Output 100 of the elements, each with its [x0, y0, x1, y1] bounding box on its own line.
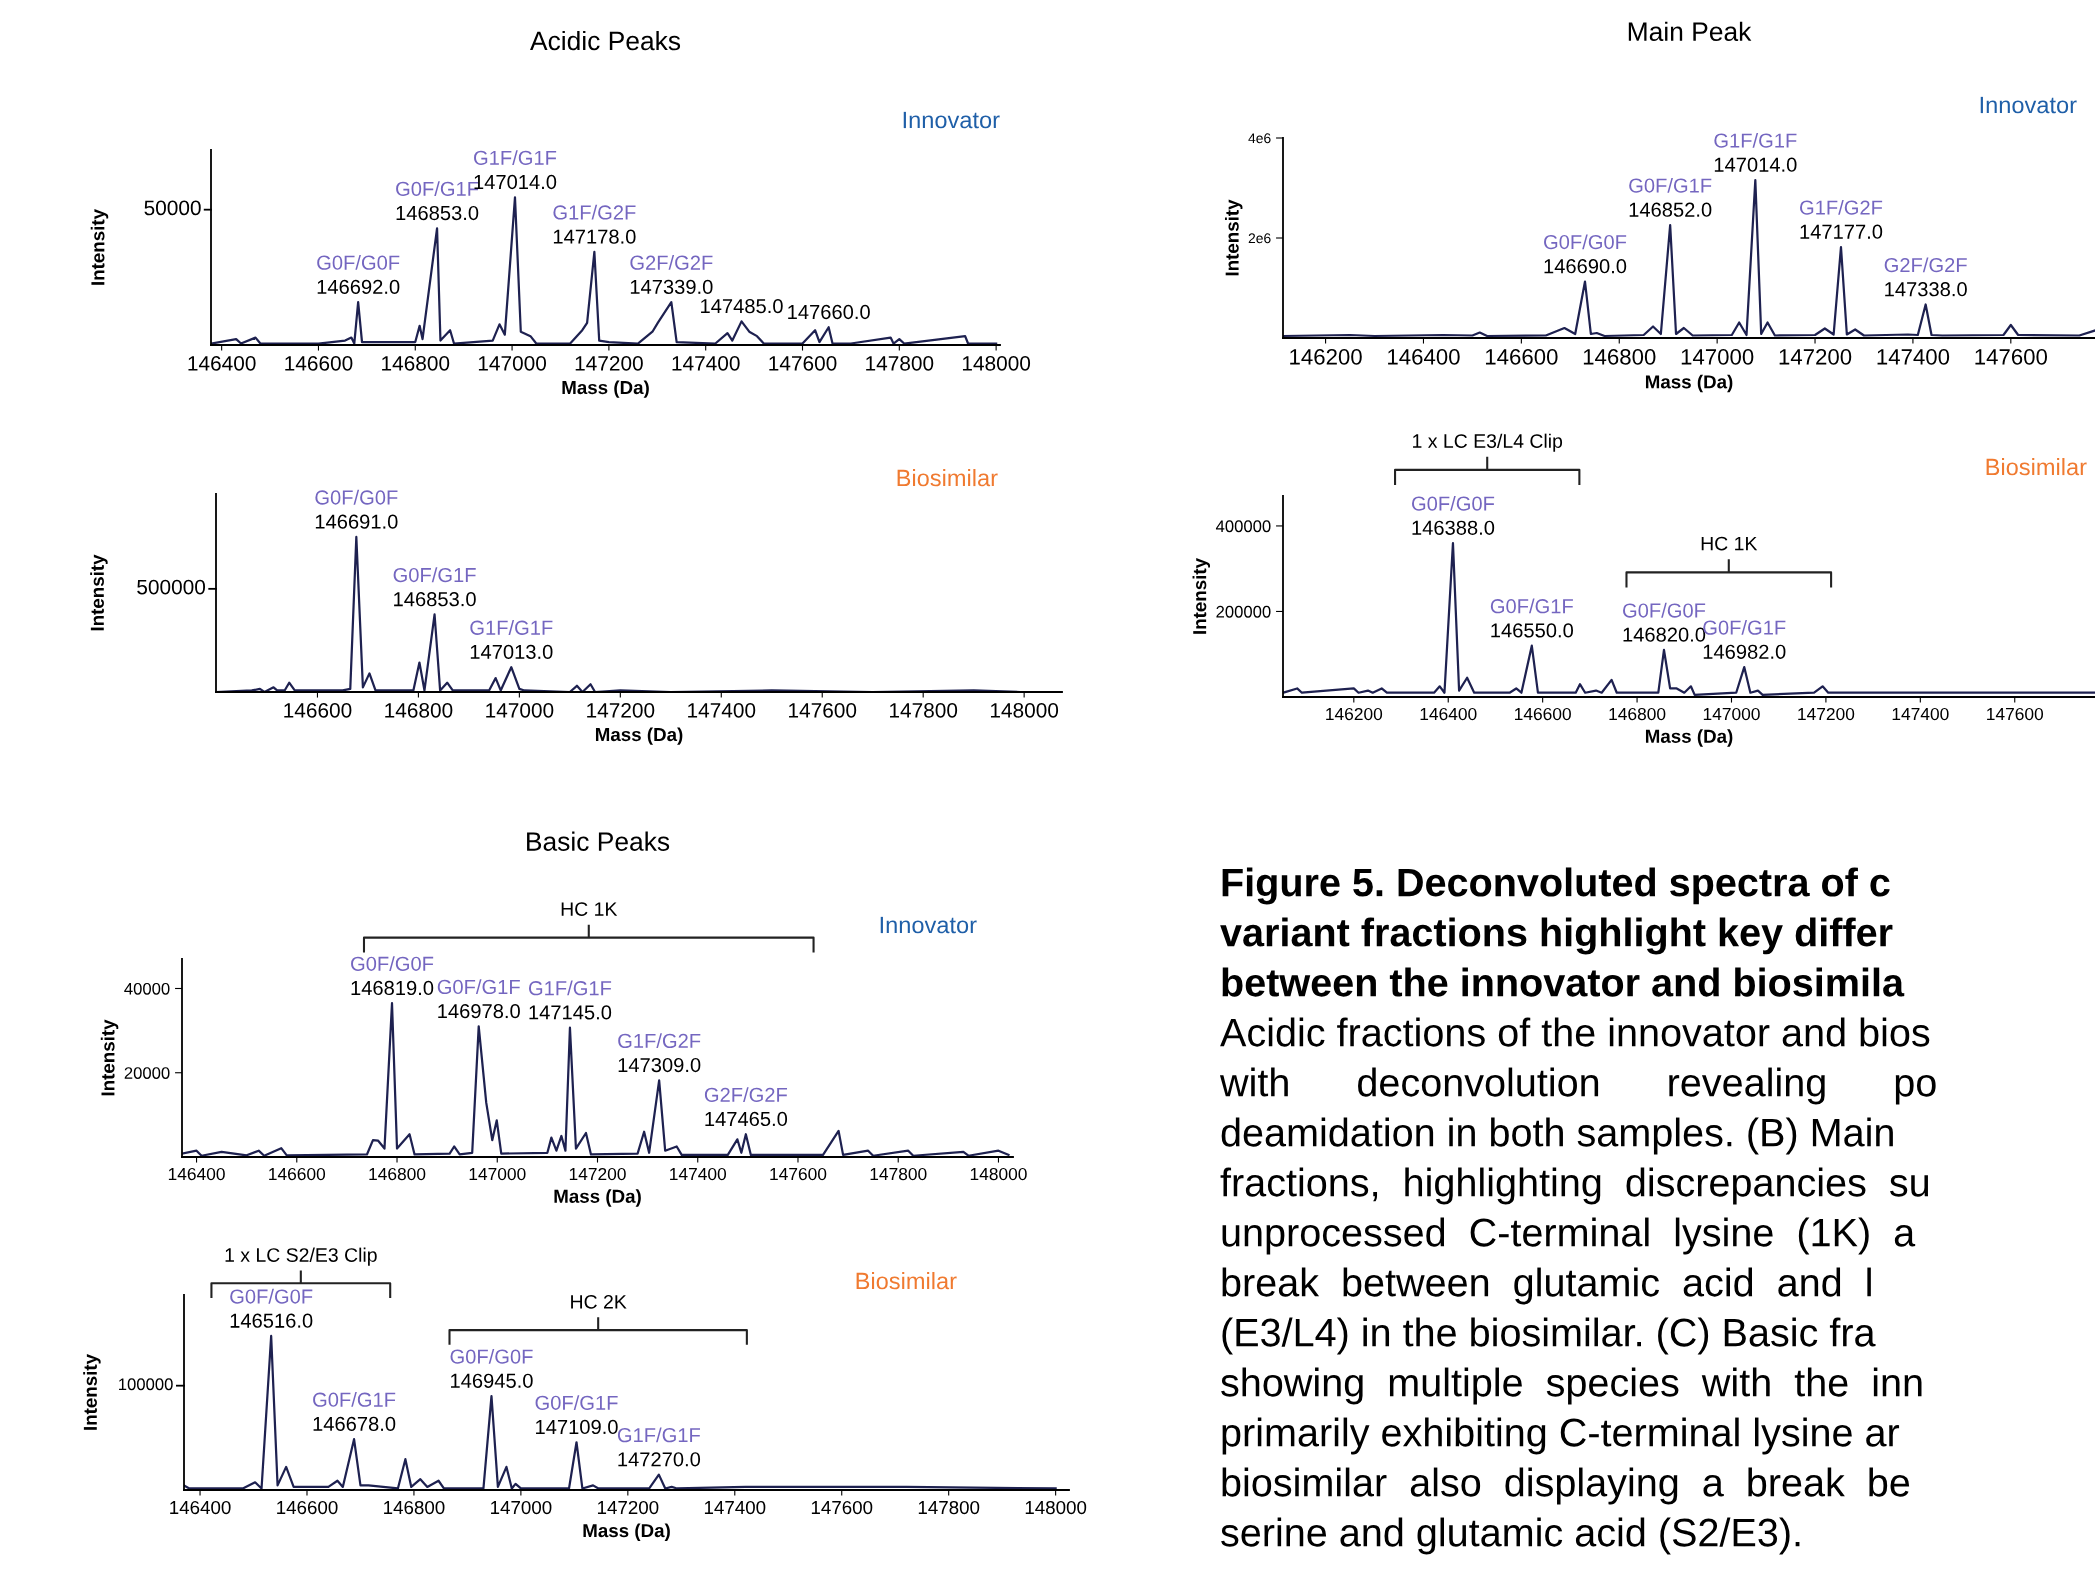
text: serine and glutamic acid (S2/E3). — [1221, 1517, 1800, 1555]
x-axis-title: Mass (Da) — [595, 727, 683, 745]
annotation: G0F/G0F 146945.0 — [450, 1348, 533, 1388]
x-tick-label: 146400 — [1388, 349, 1460, 365]
annotation: G1F/G1F 147270.0 — [617, 1427, 701, 1467]
annotation: G2F/G2F 147338.0 — [1884, 257, 1967, 297]
x-tick-label: 147000 — [1703, 707, 1760, 721]
y-axis-title: Intensity — [100, 1019, 119, 1096]
text: primarily exhibiting C-terminal lysine ar — [1222, 1417, 1900, 1455]
x-tick-label: 146600 — [284, 702, 352, 718]
annotation: G2F/G2F 147339.0 — [630, 255, 713, 295]
y-tick-label: 200000 — [1216, 605, 1271, 618]
annotation: G0F/G1F 146852.0 — [1629, 177, 1712, 217]
annotation: G0F/G0F 146691.0 — [315, 489, 398, 529]
annotation: HC 1K — [1701, 536, 1758, 551]
annotation: G1F/G1F 147014.0 — [1714, 132, 1797, 172]
y-axis-title: Intensity — [1224, 199, 1243, 276]
x-tick-label: 147800 — [866, 355, 934, 371]
x-tick-label: 147400 — [688, 702, 756, 718]
x-tick-label: 146200 — [1290, 349, 1362, 365]
x-tick-label: 146400 — [1420, 707, 1477, 721]
annotation: 147485.0 — [701, 298, 783, 314]
x-tick-label: 146600 — [269, 1167, 326, 1181]
annotation: G1F/G2F 147178.0 — [553, 204, 636, 244]
chart-title: Basic Peaks — [527, 831, 670, 851]
text: with deconvolution revealing po — [1219, 1067, 1936, 1105]
y-axis-title: Intensity — [90, 554, 108, 631]
annotation: 147660.0 — [788, 304, 870, 320]
x-axis-title: Mass (Da) — [1645, 374, 1733, 393]
x-tick-label: 147200 — [587, 702, 655, 718]
x-tick-label: 147600 — [789, 702, 857, 718]
x-tick-label: 148000 — [970, 1167, 1027, 1181]
y-axis-title: Intensity — [1192, 558, 1211, 634]
x-axis-title: Mass (Da) — [562, 380, 649, 398]
x-tick-label: 146800 — [382, 355, 450, 371]
annotation: G1F/G1F 147145.0 — [528, 980, 612, 1020]
text: Acidic fractions of the innovator and bios — [1220, 1017, 1930, 1047]
y-tick-label: 2e6 — [1248, 233, 1271, 244]
text: HC 1K — [561, 902, 618, 916]
x-tick-label: 146600 — [277, 1500, 338, 1515]
text: biosimilar also displaying a break be — [1222, 1467, 1910, 1505]
annotation: G0F/G0F 146388.0 — [1412, 495, 1495, 535]
annotation: G0F/G1F 146853.0 — [393, 567, 476, 607]
x-tick-label: 147000 — [469, 1167, 526, 1181]
x-tick-label: 147200 — [569, 1167, 626, 1181]
chart-subtitle: Biosimilar — [1986, 457, 2087, 476]
text: HC 2K — [571, 1294, 627, 1309]
y-tick-label: 40000 — [124, 982, 170, 995]
x-tick-label: 147600 — [1975, 349, 2048, 365]
text: 1 x LC S2/E3 Clip — [225, 1247, 377, 1266]
text: 50000 — [144, 200, 201, 216]
x-tick-label: 147800 — [890, 702, 958, 718]
x-tick-label: 147800 — [870, 1167, 927, 1181]
text: showing multiple species with the inn — [1221, 1367, 1922, 1405]
x-tick-label: 147000 — [486, 702, 554, 718]
annotation: G1F/G2F 147177.0 — [1800, 199, 1883, 239]
x-tick-label: 147200 — [1798, 707, 1855, 721]
x-tick-label: 147600 — [770, 1167, 827, 1181]
x-tick-label: 147200 — [597, 1500, 659, 1515]
text: deamidation in both samples. (B) Main — [1221, 1117, 1893, 1155]
chart-subtitle: Biosimilar — [856, 1271, 957, 1290]
text: Figure 5. Deconvoluted spectra of c variant fractions highlight key differ between the innovator and biosimila — [1220, 867, 1905, 997]
chart-title: Acidic Peaks — [530, 30, 681, 51]
annotation: G0F/G1F 147109.0 — [535, 1395, 618, 1435]
chart-subtitle: Innovator — [1980, 96, 2077, 114]
chart-subtitle: Innovator — [880, 916, 977, 934]
x-tick-label: 146400 — [170, 1500, 231, 1515]
annotation: G2F/G2F 147465.0 — [704, 1087, 788, 1127]
line-series — [182, 1002, 1010, 1157]
x-tick-label: 146600 — [1485, 349, 1558, 365]
x-tick-label: 147000 — [478, 355, 547, 371]
x-tick-label: 147800 — [918, 1500, 980, 1515]
x-tick-label: 147400 — [704, 1500, 766, 1515]
annotation: G0F/G1F 146678.0 — [313, 1392, 396, 1432]
x-tick-label: 146800 — [385, 702, 453, 718]
x-tick-label: 148000 — [990, 702, 1059, 718]
x-tick-label: 147400 — [1892, 707, 1949, 721]
annotation: G0F/G1F 146550.0 — [1490, 598, 1574, 638]
annotation: G0F/G0F 146690.0 — [1544, 234, 1627, 274]
x-tick-label: 147600 — [769, 355, 837, 371]
text: 1 x LC E3/L4 Clip — [1413, 433, 1563, 452]
x-tick-label: 146400 — [168, 1167, 225, 1181]
chart-subtitle: Biosimilar — [897, 468, 998, 487]
chart-title: Main Peak — [1628, 21, 1752, 42]
x-tick-label: 146800 — [1583, 349, 1656, 365]
x-tick-label: 148000 — [962, 355, 1031, 371]
x-tick-label: 147400 — [670, 1167, 727, 1181]
text: fractions, highlighting discrepancies su — [1220, 1167, 1929, 1205]
x-axis-title: Mass (Da) — [554, 1189, 641, 1207]
annotation: G1F/G1F 147013.0 — [470, 620, 553, 660]
x-tick-label: 147200 — [575, 355, 643, 371]
y-tick-label: 4e6 — [1248, 133, 1271, 144]
x-tick-label: 146600 — [1515, 707, 1571, 721]
x-tick-label: 147400 — [1877, 349, 1950, 365]
y-axis-title: Intensity — [90, 209, 109, 285]
x-tick-label: 147600 — [1987, 707, 2044, 721]
y-tick-label: 20000 — [124, 1067, 170, 1079]
x-tick-label: 147200 — [1779, 349, 1852, 365]
annotation: G1F/G2F 147309.0 — [618, 1033, 701, 1073]
x-tick-label: 147400 — [672, 355, 740, 371]
